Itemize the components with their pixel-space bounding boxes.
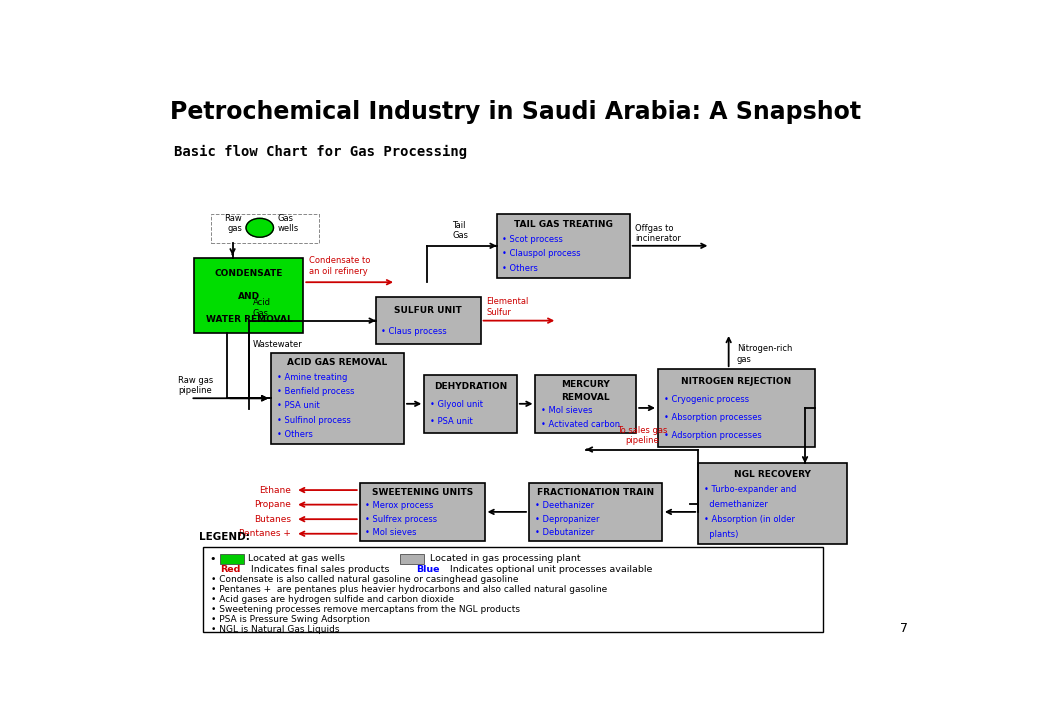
Text: Wastewater: Wastewater [253, 340, 303, 348]
Text: AND: AND [238, 292, 260, 301]
Text: Offgas to
incinerator: Offgas to incinerator [635, 224, 681, 243]
Text: Located at gas wells: Located at gas wells [249, 554, 345, 563]
Text: demethanizer: demethanizer [704, 500, 768, 508]
FancyBboxPatch shape [536, 374, 636, 433]
FancyBboxPatch shape [360, 483, 485, 541]
Circle shape [246, 218, 274, 237]
Text: •: • [209, 554, 215, 564]
Text: • Mol sieves: • Mol sieves [541, 406, 593, 415]
Text: DEHYDRATION: DEHYDRATION [434, 382, 508, 391]
Text: Elemental
Sulfur: Elemental Sulfur [487, 297, 528, 317]
Text: MERCURY: MERCURY [562, 380, 610, 389]
Text: • Adsorption processes: • Adsorption processes [664, 431, 761, 440]
Text: • Debutanizer: • Debutanizer [535, 528, 594, 536]
FancyBboxPatch shape [220, 554, 244, 564]
Text: To sales gas
pipeline: To sales gas pipeline [617, 426, 668, 445]
FancyBboxPatch shape [497, 214, 630, 278]
Text: • Claus process: • Claus process [382, 327, 447, 336]
Text: • Scot process: • Scot process [502, 235, 564, 243]
Text: NITROGEN REJECTION: NITROGEN REJECTION [681, 377, 791, 386]
Text: SULFUR UNIT: SULFUR UNIT [394, 306, 462, 315]
Text: Gas
wells: Gas wells [278, 214, 298, 233]
Text: • Acid gases are hydrogen sulfide and carbon dioxide: • Acid gases are hydrogen sulfide and ca… [210, 595, 453, 604]
Text: • Others: • Others [277, 430, 313, 439]
Text: • Cryogenic process: • Cryogenic process [664, 395, 749, 404]
Text: • Pentanes +  are pentanes plus heavier hydrocarbons and also called natural gas: • Pentanes + are pentanes plus heavier h… [210, 585, 607, 594]
Text: • Sulfinol process: • Sulfinol process [277, 415, 350, 425]
Text: Acid
Gas: Acid Gas [253, 299, 270, 318]
Text: • NGL is Natural Gas Liquids: • NGL is Natural Gas Liquids [210, 625, 339, 634]
Text: • Glyool unit: • Glyool unit [430, 400, 483, 409]
Text: • Depropanizer: • Depropanizer [535, 515, 599, 523]
FancyBboxPatch shape [698, 464, 848, 544]
Text: Basic flow Chart for Gas Processing: Basic flow Chart for Gas Processing [175, 145, 467, 159]
Text: CONDENSATE: CONDENSATE [214, 269, 283, 278]
Text: LEGEND:: LEGEND: [199, 532, 250, 542]
Text: FRACTIONATION TRAIN: FRACTIONATION TRAIN [537, 488, 654, 498]
Text: Pentanes +: Pentanes + [239, 529, 291, 539]
Text: • Sweetening processes remove mercaptans from the NGL products: • Sweetening processes remove mercaptans… [210, 606, 520, 614]
Text: • Absorption (in older: • Absorption (in older [704, 515, 795, 523]
Text: • PSA is Pressure Swing Adsorption: • PSA is Pressure Swing Adsorption [210, 615, 369, 624]
FancyBboxPatch shape [203, 546, 824, 632]
Text: • Sulfrex process: • Sulfrex process [365, 515, 438, 523]
Text: Butanes: Butanes [254, 515, 291, 523]
Text: Petrochemical Industry in Saudi Arabia: A Snapshot: Petrochemical Industry in Saudi Arabia: … [171, 100, 861, 125]
Text: • Benfield process: • Benfield process [277, 387, 355, 396]
Text: • Mol sieves: • Mol sieves [365, 528, 417, 536]
FancyBboxPatch shape [424, 374, 517, 433]
Text: • Deethanizer: • Deethanizer [535, 501, 594, 510]
Text: REMOVAL: REMOVAL [562, 393, 610, 402]
Text: 7: 7 [900, 622, 908, 635]
Text: • Activated carbon: • Activated carbon [541, 420, 620, 428]
Text: SWEETENING UNITS: SWEETENING UNITS [371, 488, 473, 498]
FancyBboxPatch shape [194, 258, 304, 333]
Text: • Condensate is also called natural gasoline or casinghead gasoline: • Condensate is also called natural gaso… [210, 575, 518, 585]
Text: Red: Red [220, 565, 240, 575]
Text: WATER REMOVAL: WATER REMOVAL [206, 315, 292, 324]
Text: • Absorption processes: • Absorption processes [664, 413, 761, 422]
FancyBboxPatch shape [658, 369, 815, 446]
Text: NGL RECOVERY: NGL RECOVERY [734, 469, 811, 479]
Text: Located in gas processing plant: Located in gas processing plant [430, 554, 580, 563]
Text: Propane: Propane [255, 500, 291, 509]
Text: Indicates optional unit processes available: Indicates optional unit processes availa… [450, 565, 652, 575]
Text: Nitrogen-rich
gas: Nitrogen-rich gas [736, 344, 792, 364]
Text: Condensate to
an oil refinery: Condensate to an oil refinery [309, 256, 370, 276]
Text: • Turbo-expander and: • Turbo-expander and [704, 485, 797, 494]
Text: • PSA unit: • PSA unit [277, 402, 319, 410]
Text: Tail
Gas: Tail Gas [452, 221, 468, 240]
Text: Raw gas
pipeline: Raw gas pipeline [179, 376, 213, 395]
Text: Indicates final sales products: Indicates final sales products [251, 565, 389, 575]
Text: • Others: • Others [502, 264, 539, 273]
FancyBboxPatch shape [529, 483, 662, 541]
Text: Ethane: Ethane [259, 485, 291, 495]
FancyBboxPatch shape [400, 554, 424, 564]
FancyBboxPatch shape [271, 353, 404, 444]
FancyBboxPatch shape [375, 297, 480, 344]
Text: • Merox process: • Merox process [365, 501, 434, 510]
Text: TAIL GAS TREATING: TAIL GAS TREATING [514, 220, 613, 229]
Text: • Clauspol process: • Clauspol process [502, 249, 581, 258]
Text: plants): plants) [704, 530, 738, 539]
Text: Raw
gas: Raw gas [225, 214, 242, 233]
Text: ACID GAS REMOVAL: ACID GAS REMOVAL [287, 359, 388, 367]
Text: Blue: Blue [416, 565, 440, 575]
Text: • PSA unit: • PSA unit [430, 418, 472, 426]
Text: • Amine treating: • Amine treating [277, 373, 347, 382]
